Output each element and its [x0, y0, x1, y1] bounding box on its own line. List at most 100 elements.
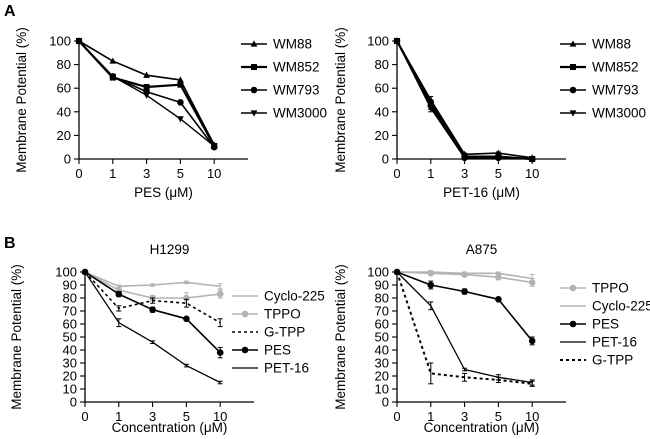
y-tick-label: 40 — [63, 343, 77, 358]
x-axis-title: Concentration (μM) — [112, 420, 228, 435]
legend-marker — [241, 346, 249, 354]
series-wm3000 — [393, 38, 536, 163]
x-axis-title: Concentration (μM) — [424, 420, 540, 435]
data-point — [109, 73, 117, 80]
data-point — [216, 349, 224, 356]
legend-label: WM88 — [592, 37, 631, 52]
y-tick-label: 20 — [57, 128, 71, 143]
x-tick-label: 1 — [427, 409, 434, 424]
y-tick-label: 30 — [63, 356, 77, 371]
data-point — [495, 296, 502, 303]
series-wm852 — [394, 38, 536, 162]
chart-title: H1299 — [150, 242, 190, 257]
x-tick-label: 10 — [207, 166, 221, 181]
series-wm3000 — [75, 38, 218, 150]
x-tick-label: 1 — [115, 409, 122, 424]
y-axis-title: Membrane Potential (%) — [333, 27, 348, 173]
y-axis-title: Membrane Potential (%) — [333, 264, 348, 410]
y-tick-label: 30 — [375, 356, 389, 371]
y-axis-title: Membrane Potential (%) — [9, 264, 24, 410]
y-tick-label: 60 — [375, 81, 389, 96]
series-line — [396, 40, 533, 160]
data-point — [149, 306, 156, 314]
x-tick-label: 1 — [427, 166, 434, 181]
x-tick-label: 5 — [495, 409, 502, 424]
legend-item-tppo: TPPO — [560, 281, 629, 296]
x-tick-label: 0 — [393, 166, 400, 181]
legend-label: PES — [264, 343, 291, 358]
data-point — [143, 71, 150, 78]
legend-label: WM3000 — [273, 106, 327, 121]
legend-label: G-TPP — [592, 353, 633, 368]
legend-label: Cyclo-225 — [592, 299, 650, 314]
data-point — [528, 337, 536, 345]
y-tick-label: 80 — [57, 57, 71, 72]
data-point — [143, 92, 150, 99]
legend-marker — [251, 64, 257, 70]
data-point — [393, 38, 401, 45]
data-point — [427, 105, 435, 112]
y-tick-label: 70 — [63, 304, 77, 319]
legend-marker — [569, 284, 577, 292]
legend-label: WM852 — [592, 60, 639, 75]
legend-marker — [570, 64, 576, 70]
x-tick-label: 5 — [183, 409, 190, 424]
x-tick-label: 0 — [393, 409, 400, 424]
data-point — [216, 290, 224, 298]
data-point — [109, 57, 117, 64]
panel-label-a: A — [4, 3, 16, 20]
legend-item-g-tpp: G-TPP — [560, 353, 633, 368]
y-tick-label: 20 — [375, 128, 389, 143]
data-point — [461, 155, 468, 162]
series-wm793 — [393, 37, 536, 163]
legend-item-wm793: WM793 — [560, 83, 639, 98]
y-tick-label: 20 — [375, 369, 389, 384]
y-tick-label: 70 — [375, 304, 389, 319]
legend-marker — [250, 110, 258, 117]
legend-item-wm3000: WM3000 — [560, 106, 646, 121]
legend-label: WM88 — [273, 37, 312, 52]
x-tick-label: 0 — [81, 409, 88, 424]
data-point — [495, 155, 502, 162]
x-axis-title: PET-16 (μM) — [443, 185, 520, 200]
y-tick-label: 10 — [375, 382, 389, 397]
legend-label: WM793 — [592, 83, 639, 98]
x-tick-label: 5 — [495, 166, 502, 181]
x-tick-label: 10 — [525, 166, 539, 181]
legend-marker — [569, 40, 577, 47]
x-axis-title: PES (μM) — [134, 185, 193, 200]
data-point — [75, 38, 83, 45]
data-point — [183, 315, 190, 323]
x-tick-label: 5 — [177, 166, 184, 181]
y-tick-label: 40 — [375, 104, 389, 119]
y-tick-label: 0 — [70, 395, 77, 410]
legend-item-g-tpp: G-TPP — [232, 325, 305, 340]
y-tick-label: 0 — [64, 152, 71, 167]
y-tick-label: 60 — [63, 317, 77, 332]
data-point — [177, 76, 184, 83]
legend-item-wm88: WM88 — [241, 37, 312, 52]
y-tick-label: 80 — [375, 57, 389, 72]
legend-marker — [569, 110, 577, 117]
data-point — [115, 290, 123, 298]
legend-marker — [569, 86, 577, 94]
y-tick-label: 0 — [382, 152, 389, 167]
y-axis-title: Membrane Potential (%) — [14, 27, 29, 173]
y-tick-label: 100 — [367, 34, 389, 49]
series-line — [396, 40, 533, 160]
series-pet-16 — [84, 271, 223, 385]
chart-a875: 0 1 3 5 100102030405060708090100Concentratio… — [333, 242, 650, 435]
series-pes — [393, 268, 536, 346]
chart-h1299: 0 1 3 5 100102030405060708090100Concentratio… — [9, 242, 325, 435]
data-point — [177, 81, 184, 88]
legend-label: WM852 — [273, 60, 320, 75]
data-point — [461, 288, 468, 295]
legend-label: G-TPP — [264, 325, 305, 340]
data-point — [143, 84, 150, 91]
y-tick-label: 90 — [63, 278, 77, 293]
legend-item-pes: PES — [560, 317, 619, 332]
legend-item-wm852: WM852 — [560, 60, 639, 75]
series-line — [396, 40, 533, 161]
legend-label: Cyclo-225 — [264, 289, 325, 304]
